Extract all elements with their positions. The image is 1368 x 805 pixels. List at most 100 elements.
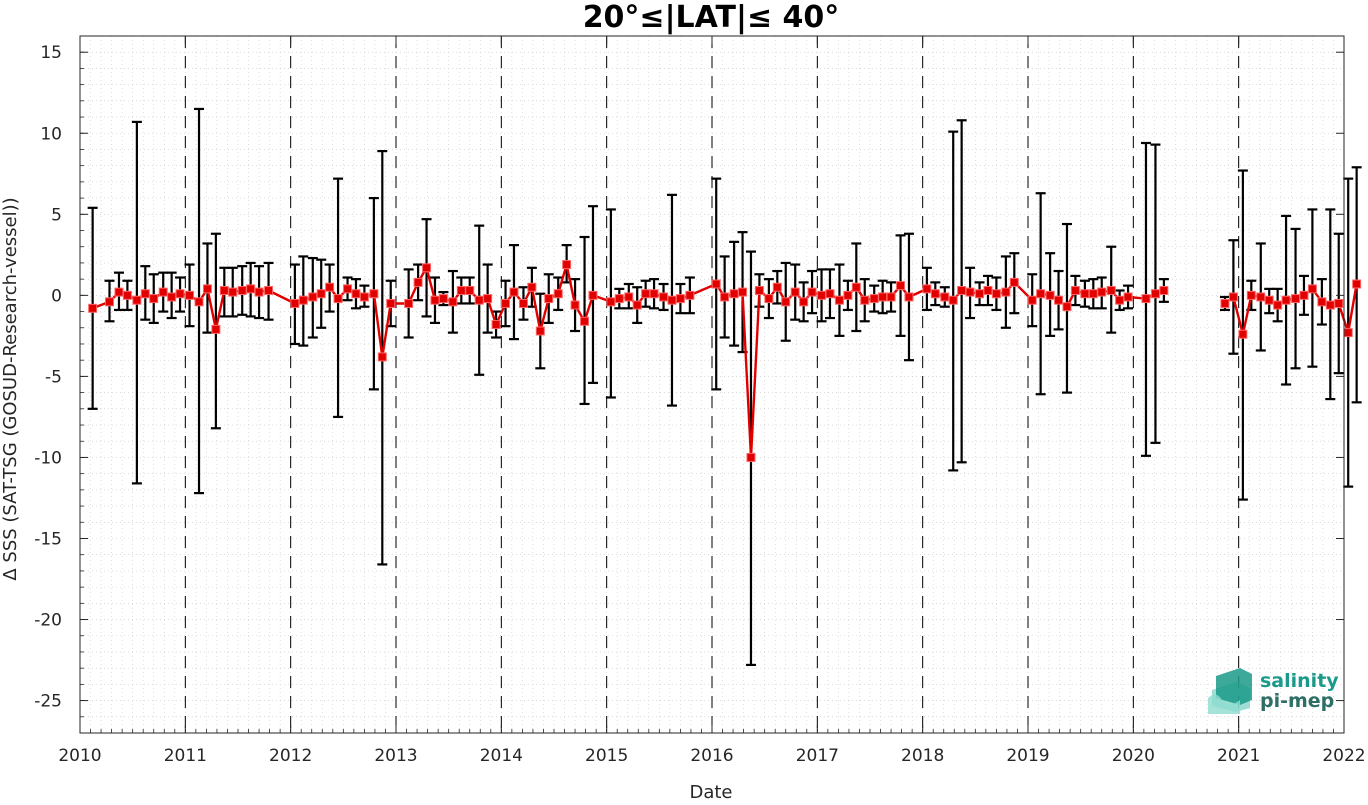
data-point-marker <box>562 260 572 270</box>
data-point-marker <box>781 297 791 307</box>
data-point-marker <box>991 289 1001 299</box>
data-point-marker <box>1220 298 1230 308</box>
x-tick-label: 2011 <box>164 746 207 766</box>
y-tick-label: 5 <box>51 205 62 225</box>
data-point-marker <box>202 284 212 294</box>
data-point-marker <box>1299 290 1309 300</box>
data-point-marker <box>1054 295 1064 305</box>
data-point-marker <box>1238 329 1248 339</box>
data-point-marker <box>746 452 756 462</box>
y-tick-label: -20 <box>34 611 62 631</box>
data-point-marker <box>1123 292 1133 302</box>
data-point-marker <box>185 290 195 300</box>
data-point-marker <box>122 290 132 300</box>
data-point-marker <box>553 289 563 299</box>
y-tick-label: -25 <box>34 692 62 712</box>
data-point-marker <box>491 320 501 330</box>
data-point-marker <box>675 294 685 304</box>
data-point-marker <box>1036 289 1046 299</box>
data-point-marker <box>807 287 817 297</box>
data-point-marker <box>386 298 396 308</box>
data-point-marker <box>290 298 300 308</box>
data-point-marker <box>149 294 159 304</box>
data-point-marker <box>1343 328 1353 338</box>
data-point-marker <box>465 285 475 295</box>
data-point-marker <box>1009 277 1019 287</box>
data-point-marker <box>641 289 651 299</box>
series-layer <box>88 260 1362 462</box>
data-point-marker <box>799 297 809 307</box>
data-point-marker <box>975 289 985 299</box>
data-point-marker <box>1150 289 1160 299</box>
x-axis-title: Date <box>689 782 732 801</box>
data-point-marker <box>957 285 967 295</box>
y-tick-label: 10 <box>40 124 62 144</box>
data-point-marker <box>729 289 739 299</box>
data-point-marker <box>1273 300 1283 310</box>
data-point-marker <box>104 297 114 307</box>
data-point-marker <box>860 295 870 305</box>
data-point-marker <box>738 287 748 297</box>
data-point-marker <box>369 289 379 299</box>
data-point-marker <box>649 289 659 299</box>
data-point-marker <box>772 282 782 292</box>
x-tick-label: 2022 <box>1322 746 1365 766</box>
data-point-marker <box>1246 290 1256 300</box>
chart-title: 20°≤|LAT|≤ 40° <box>583 0 840 35</box>
data-point-marker <box>448 297 458 307</box>
y-axis-title: Δ SSS (SAT-TSG (GOSUD-Research-vessel)) <box>0 197 21 580</box>
data-point-marker <box>720 292 730 302</box>
data-point-marker <box>624 292 634 302</box>
y-tick-label: -15 <box>34 529 62 549</box>
x-tick-label: 2020 <box>1112 746 1155 766</box>
data-point-marker <box>614 294 624 304</box>
data-point-marker <box>570 300 580 310</box>
data-point-marker <box>1317 297 1327 307</box>
data-point-marker <box>219 285 229 295</box>
data-point-marker <box>1281 295 1291 305</box>
data-point-marker <box>422 263 432 273</box>
data-point-marker <box>1141 294 1151 304</box>
logo-text-pi-mep: pi-mep <box>1260 690 1334 712</box>
x-tick-label: 2010 <box>58 746 101 766</box>
data-point-marker <box>359 292 369 302</box>
data-point-marker <box>167 292 177 302</box>
data-point-marker <box>404 298 414 308</box>
data-point-marker <box>88 303 98 313</box>
data-point-marker <box>527 282 537 292</box>
data-point-marker <box>896 281 906 291</box>
data-point-marker <box>333 294 343 304</box>
data-point-marker <box>132 295 142 305</box>
data-point-marker <box>254 287 264 297</box>
year-separator-layer <box>184 36 1240 733</box>
data-point-marker <box>606 297 616 307</box>
x-tick-label: 2017 <box>796 746 839 766</box>
data-point-marker <box>264 285 274 295</box>
data-point-marker <box>580 316 590 326</box>
salinity-pi-mep-logo: salinity pi-mep <box>1208 668 1339 714</box>
data-point-marker <box>851 282 861 292</box>
data-point-marker <box>237 285 247 295</box>
data-point-marker <box>1264 295 1274 305</box>
data-point-marker <box>1088 289 1098 299</box>
data-point-marker <box>509 287 519 297</box>
x-tick-label: 2014 <box>480 746 523 766</box>
y-tick-label: -10 <box>34 448 62 468</box>
data-point-marker <box>948 295 958 305</box>
data-point-marker <box>1062 302 1072 312</box>
axes-layer: 15 10 5 0 -5 -10 -15 -20 -25 2010 2011 2012 2013 2014… <box>34 35 1366 766</box>
data-point-marker <box>438 294 448 304</box>
data-point-marker <box>483 294 493 304</box>
data-point-marker <box>922 284 932 294</box>
data-point-marker <box>1352 279 1362 289</box>
data-point-marker <box>1159 285 1169 295</box>
data-point-marker <box>834 295 844 305</box>
data-point-marker <box>1080 289 1090 299</box>
data-point-marker <box>316 289 326 299</box>
data-point-marker <box>474 295 484 305</box>
data-point-marker <box>1256 292 1266 302</box>
y-tick-label: 0 <box>51 286 62 306</box>
